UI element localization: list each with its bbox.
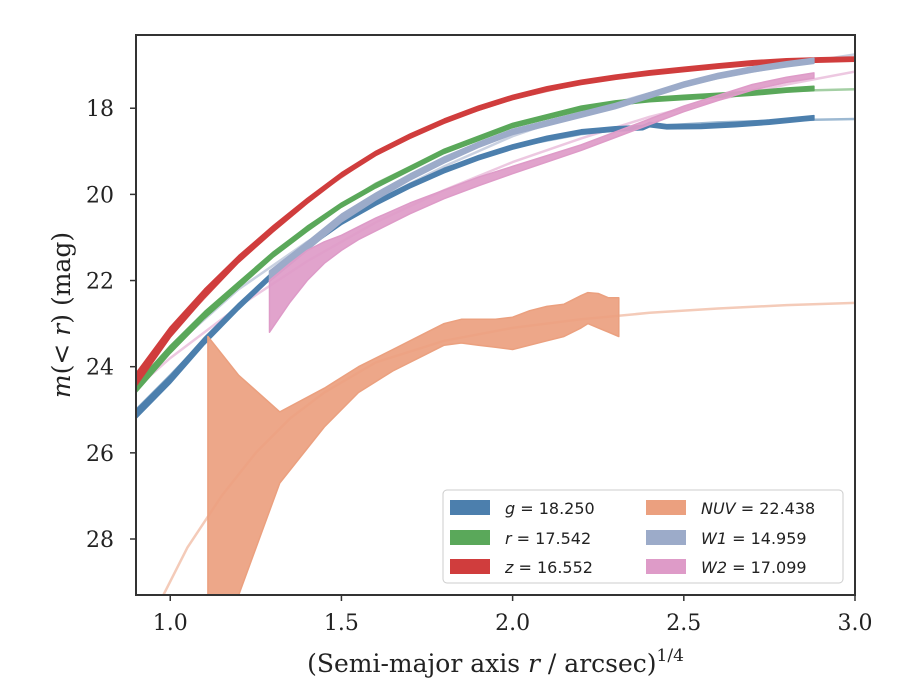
x-axis-label-sup: 1/4 [657, 646, 684, 666]
legend-entry-r: r = 17.542 [450, 529, 591, 548]
legend-label-nuv: NUV = 22.438 [701, 499, 815, 518]
legend-swatch-w2 [646, 559, 686, 574]
axes-frame [135, 34, 856, 596]
legend-entry-nuv: NUV = 22.438 [646, 499, 815, 518]
y-tick-label-2: 22 [86, 270, 114, 295]
x-axis-label-pre: (Semi-major axis [307, 649, 528, 678]
legend-swatch-z [450, 559, 490, 574]
legend-label-g: g = 18.250 [505, 499, 595, 518]
y-tick-label-0: 18 [86, 97, 114, 122]
profile-band-z [136, 56, 855, 387]
legend-label-r: r = 17.542 [505, 529, 591, 548]
model-curve-g [136, 117, 855, 411]
x-tick-label-1: 1.5 [324, 611, 359, 636]
legend-swatch-r [450, 530, 490, 545]
y-axis-label-open: ( [47, 365, 76, 375]
legend-entry-w1: W1 = 14.959 [646, 529, 807, 548]
plot-area [136, 53, 855, 595]
profile-band-w1 [268, 57, 815, 283]
profile-band-g [136, 114, 815, 420]
y-axis-label-unit: (mag) [47, 232, 76, 314]
y-tick-label-1: 20 [86, 183, 114, 208]
profile-band-w2 [268, 72, 815, 333]
x-tick-label-2: 2.0 [495, 611, 530, 636]
y-axis-label-close: ) [47, 314, 76, 324]
y-tick-label-4: 26 [86, 442, 114, 467]
x-tick-label-4: 3.0 [838, 611, 873, 636]
legend-entry-z: z = 16.552 [450, 558, 593, 577]
profile-band-nuv [207, 291, 620, 595]
legend-entry-g: g = 18.250 [450, 499, 595, 518]
legend-swatch-w1 [646, 530, 686, 545]
x-axis-label-post: / arcsec) [540, 649, 657, 678]
legend-label-w2: W2 = 17.099 [701, 558, 807, 577]
y-tick-label-5: 28 [86, 528, 114, 553]
y-axis-label: m(< r) (mag) [47, 232, 76, 398]
profile-band-r [136, 85, 815, 394]
x-axis-label-var: r [528, 649, 542, 678]
legend-label-w1: W1 = 14.959 [701, 529, 807, 548]
x-tick-label-3: 2.5 [666, 611, 701, 636]
ticks: 1.0 1.5 2.0 2.5 3.0 18 20 22 24 26 28 [86, 97, 873, 636]
legend: g = 18.250 r = 17.542 z = 16.552 NUV = 22.4… [442, 489, 844, 584]
y-axis-label-var2: r [47, 322, 76, 336]
legend-swatch-g [450, 500, 490, 515]
legend-swatch-nuv [646, 500, 686, 515]
legend-label-z: z = 16.552 [504, 558, 593, 577]
legend-box [442, 489, 844, 584]
x-tick-label-0: 1.0 [153, 611, 188, 636]
y-axis-label-lt: < [47, 336, 76, 365]
y-axis-label-var: m [47, 374, 76, 398]
x-axis-label: (Semi-major axis r / arcsec)1/4 [307, 646, 684, 678]
y-tick-label-3: 24 [86, 356, 114, 381]
legend-entry-w2: W2 = 17.099 [646, 558, 807, 577]
